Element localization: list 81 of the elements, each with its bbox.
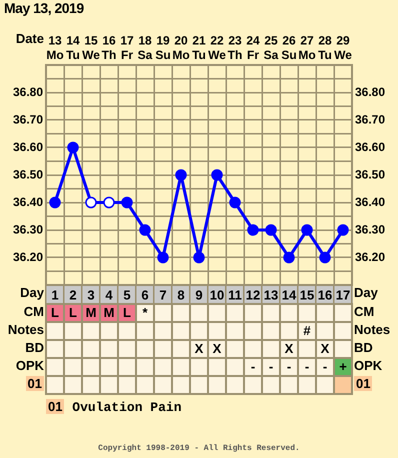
x-tick-label: 13: [264, 287, 278, 302]
category-label: Notes: [8, 322, 44, 337]
y-tick-label: 36.70: [12, 112, 44, 126]
x-tick-label: 8: [177, 287, 185, 302]
x2-tick-label: 18 Sa: [138, 34, 153, 62]
category-label: CM: [24, 304, 44, 319]
x-tick-label: 17: [336, 287, 350, 302]
category-label: BD: [25, 340, 44, 355]
x2-tick-label: 16 Th: [102, 34, 116, 62]
x2-tick-label: 24 Fr: [246, 34, 260, 62]
x2-tick-label: 25 Sa: [264, 34, 279, 62]
category-label: OPK: [16, 358, 44, 373]
x2-tick-label: 20 Mo: [172, 34, 190, 62]
x-tick-label: 7: [159, 287, 167, 302]
y2-tick-label: 36.70: [355, 112, 386, 126]
category-label: 01: [356, 376, 370, 391]
x-tick-label: 15: [300, 287, 314, 302]
text: Copyright 1998-2019 - All Rights Reserved.: [97, 444, 301, 453]
category-label: OPK: [354, 358, 382, 373]
y-tick-label: 36.50: [12, 167, 44, 182]
point: [265, 224, 277, 236]
point: [229, 196, 241, 208]
y-tick-label: 36.60: [12, 140, 44, 154]
point: [301, 224, 313, 236]
point: [193, 252, 205, 264]
x-tick-label: 14: [282, 287, 297, 302]
x-tick-label: 6: [141, 287, 149, 302]
x2-tick-label: 15 We: [82, 34, 100, 62]
point: [157, 252, 169, 264]
x2-tick-label: 21 Tu: [192, 34, 206, 62]
x-tick-label: 9: [195, 287, 203, 302]
point: [49, 196, 61, 208]
category-label: 01: [28, 376, 42, 391]
point: [211, 169, 223, 181]
y2-tick-label: 36.80: [355, 84, 386, 99]
x2-tick-label: 19 Su: [155, 34, 171, 62]
x-tick-label: 2: [69, 287, 77, 302]
y-tick-label: 36.30: [12, 222, 44, 236]
point: [247, 224, 259, 236]
x2-tick-label: 13 Mo: [46, 34, 64, 62]
point: [337, 224, 349, 236]
x-tick-label: 1: [51, 287, 59, 302]
category-label: Notes: [354, 322, 390, 337]
point: [175, 169, 187, 181]
x-tick-label: 16: [318, 287, 332, 302]
x-tick-label: 11: [228, 287, 242, 302]
text: 01 Ovulation Pain: [47, 399, 182, 415]
y-tick-label: 36.40: [12, 194, 44, 209]
x-tick-label: 10: [210, 287, 224, 302]
y2-tick-label: 36.40: [355, 194, 386, 209]
chart-title: May 13, 2019: [4, 0, 84, 16]
point: [283, 252, 295, 264]
point: [85, 196, 97, 208]
x2-tick-label: 27 Mo: [298, 34, 316, 62]
y2-tick-label: 36.50: [355, 167, 386, 182]
x-axis-title: Day: [19, 285, 44, 302]
x2-tick-label: 17 Fr: [120, 34, 134, 62]
point: [121, 196, 133, 208]
y2-tick-label: 36.20: [355, 250, 386, 264]
y-tick-label: 36.80: [12, 84, 44, 99]
x2-tick-label: 14 Tu: [66, 34, 80, 62]
y-tick-label: 36.20: [12, 250, 44, 264]
x2-tick-label: 22 We: [208, 34, 226, 62]
point: [67, 142, 79, 154]
x-tick-label: 5: [123, 287, 131, 302]
point: [139, 224, 151, 236]
x2-tick-label: 26 Su: [281, 34, 297, 62]
category-label: BD: [354, 340, 373, 355]
point: [103, 196, 115, 208]
x2-tick-label: 23 Th: [228, 34, 242, 62]
x-tick-label: 12: [246, 287, 260, 302]
x-tick-label: 4: [105, 287, 114, 302]
x2-axis-title: Date: [14, 31, 44, 48]
x2-tick-label: 29 We: [334, 34, 352, 62]
y2-tick-label: 36.60: [355, 140, 386, 154]
x2-tick-label: 28 Tu: [318, 34, 332, 62]
point: [319, 252, 331, 264]
text: Day: [354, 285, 378, 300]
category-label: CM: [354, 304, 374, 319]
x-tick-label: 3: [87, 287, 95, 302]
y2-tick-label: 36.30: [355, 222, 386, 236]
